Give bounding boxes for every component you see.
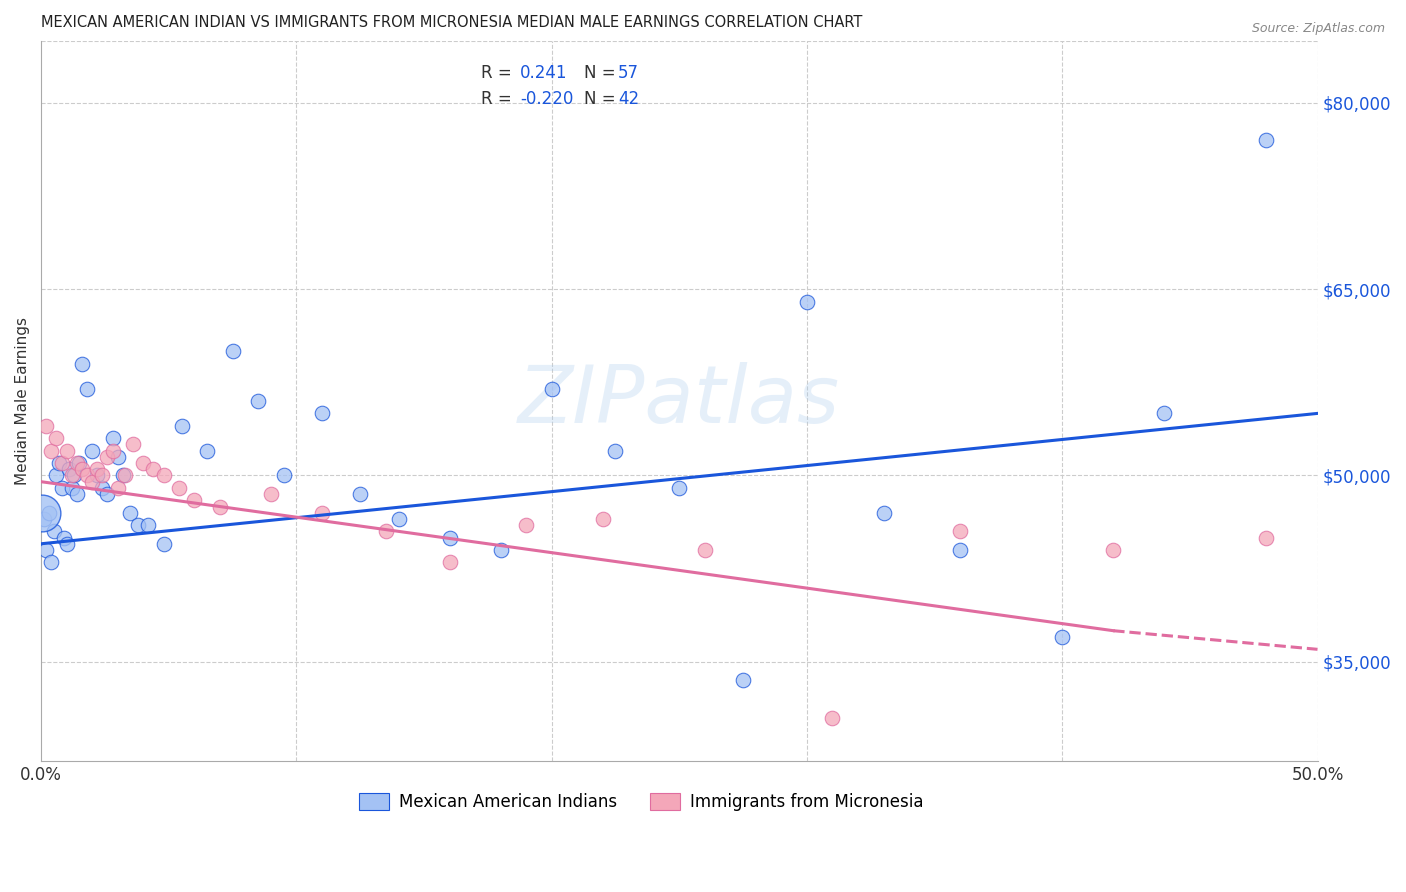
Point bbox=[949, 543, 972, 558]
Point bbox=[439, 531, 461, 545]
Point bbox=[41, 443, 63, 458]
Point bbox=[668, 481, 690, 495]
Point bbox=[821, 711, 844, 725]
Point bbox=[127, 518, 149, 533]
Point bbox=[183, 493, 205, 508]
Point bbox=[67, 456, 90, 470]
Point bbox=[86, 468, 108, 483]
Point bbox=[58, 462, 80, 476]
Point bbox=[489, 543, 512, 558]
Point bbox=[949, 524, 972, 539]
Point bbox=[70, 357, 93, 371]
Point bbox=[45, 431, 67, 445]
Text: ZIPatlas: ZIPatlas bbox=[519, 362, 841, 440]
Point bbox=[51, 481, 73, 495]
Text: R =: R = bbox=[481, 64, 517, 82]
Point bbox=[35, 543, 58, 558]
Point bbox=[66, 456, 89, 470]
Point bbox=[51, 456, 73, 470]
Text: 57: 57 bbox=[619, 64, 640, 82]
Point bbox=[82, 475, 104, 489]
Point bbox=[1256, 531, 1278, 545]
Point bbox=[38, 506, 60, 520]
Point bbox=[1153, 406, 1175, 420]
Point bbox=[96, 450, 118, 464]
Point bbox=[107, 450, 129, 464]
Point bbox=[32, 512, 55, 526]
Text: 0.241: 0.241 bbox=[520, 64, 567, 82]
Point bbox=[387, 512, 409, 526]
Point bbox=[82, 443, 104, 458]
Text: 42: 42 bbox=[619, 89, 640, 108]
Point bbox=[76, 382, 98, 396]
Point bbox=[605, 443, 627, 458]
Point bbox=[374, 524, 396, 539]
Point bbox=[114, 468, 136, 483]
Point bbox=[45, 468, 67, 483]
Point bbox=[55, 443, 77, 458]
Text: MEXICAN AMERICAN INDIAN VS IMMIGRANTS FROM MICRONESIA MEDIAN MALE EARNINGS CORRE: MEXICAN AMERICAN INDIAN VS IMMIGRANTS FR… bbox=[41, 15, 862, 30]
Text: Source: ZipAtlas.com: Source: ZipAtlas.com bbox=[1251, 22, 1385, 36]
Point bbox=[349, 487, 371, 501]
Text: N =: N = bbox=[583, 64, 620, 82]
Legend: Mexican American Indians, Immigrants from Micronesia: Mexican American Indians, Immigrants fro… bbox=[352, 786, 931, 818]
Point bbox=[515, 518, 537, 533]
Point bbox=[733, 673, 755, 688]
Point bbox=[142, 462, 165, 476]
Point bbox=[66, 487, 89, 501]
Point bbox=[439, 555, 461, 569]
Point bbox=[41, 555, 63, 569]
Point bbox=[208, 500, 231, 514]
Point bbox=[76, 468, 98, 483]
Point bbox=[101, 443, 124, 458]
Y-axis label: Median Male Earnings: Median Male Earnings bbox=[15, 317, 30, 485]
Point bbox=[55, 537, 77, 551]
Point bbox=[60, 468, 83, 483]
Point bbox=[1052, 630, 1074, 644]
Point bbox=[152, 537, 174, 551]
Point bbox=[311, 506, 333, 520]
Point bbox=[107, 481, 129, 495]
Point bbox=[48, 456, 70, 470]
Point bbox=[60, 481, 83, 495]
Point bbox=[35, 418, 58, 433]
Point bbox=[136, 518, 159, 533]
Point bbox=[872, 506, 894, 520]
Point bbox=[86, 462, 108, 476]
Text: R =: R = bbox=[481, 89, 517, 108]
Point bbox=[122, 437, 145, 451]
Point bbox=[111, 468, 134, 483]
Point bbox=[91, 481, 114, 495]
Point bbox=[70, 462, 93, 476]
Point bbox=[167, 481, 190, 495]
Point bbox=[53, 531, 76, 545]
Text: -0.220: -0.220 bbox=[520, 89, 574, 108]
Point bbox=[247, 394, 270, 409]
Point bbox=[63, 468, 86, 483]
Point bbox=[273, 468, 295, 483]
Point bbox=[96, 487, 118, 501]
Point bbox=[31, 506, 53, 520]
Text: N =: N = bbox=[583, 89, 620, 108]
Point bbox=[1102, 543, 1125, 558]
Point bbox=[101, 431, 124, 445]
Point bbox=[592, 512, 614, 526]
Point bbox=[170, 418, 193, 433]
Point bbox=[91, 468, 114, 483]
Point bbox=[195, 443, 218, 458]
Point bbox=[540, 382, 562, 396]
Point bbox=[120, 506, 142, 520]
Point bbox=[796, 294, 818, 309]
Point bbox=[152, 468, 174, 483]
Point bbox=[1256, 133, 1278, 147]
Point bbox=[221, 344, 243, 359]
Point bbox=[693, 543, 716, 558]
Point bbox=[42, 524, 65, 539]
Point bbox=[311, 406, 333, 420]
Point bbox=[260, 487, 283, 501]
Point bbox=[132, 456, 155, 470]
